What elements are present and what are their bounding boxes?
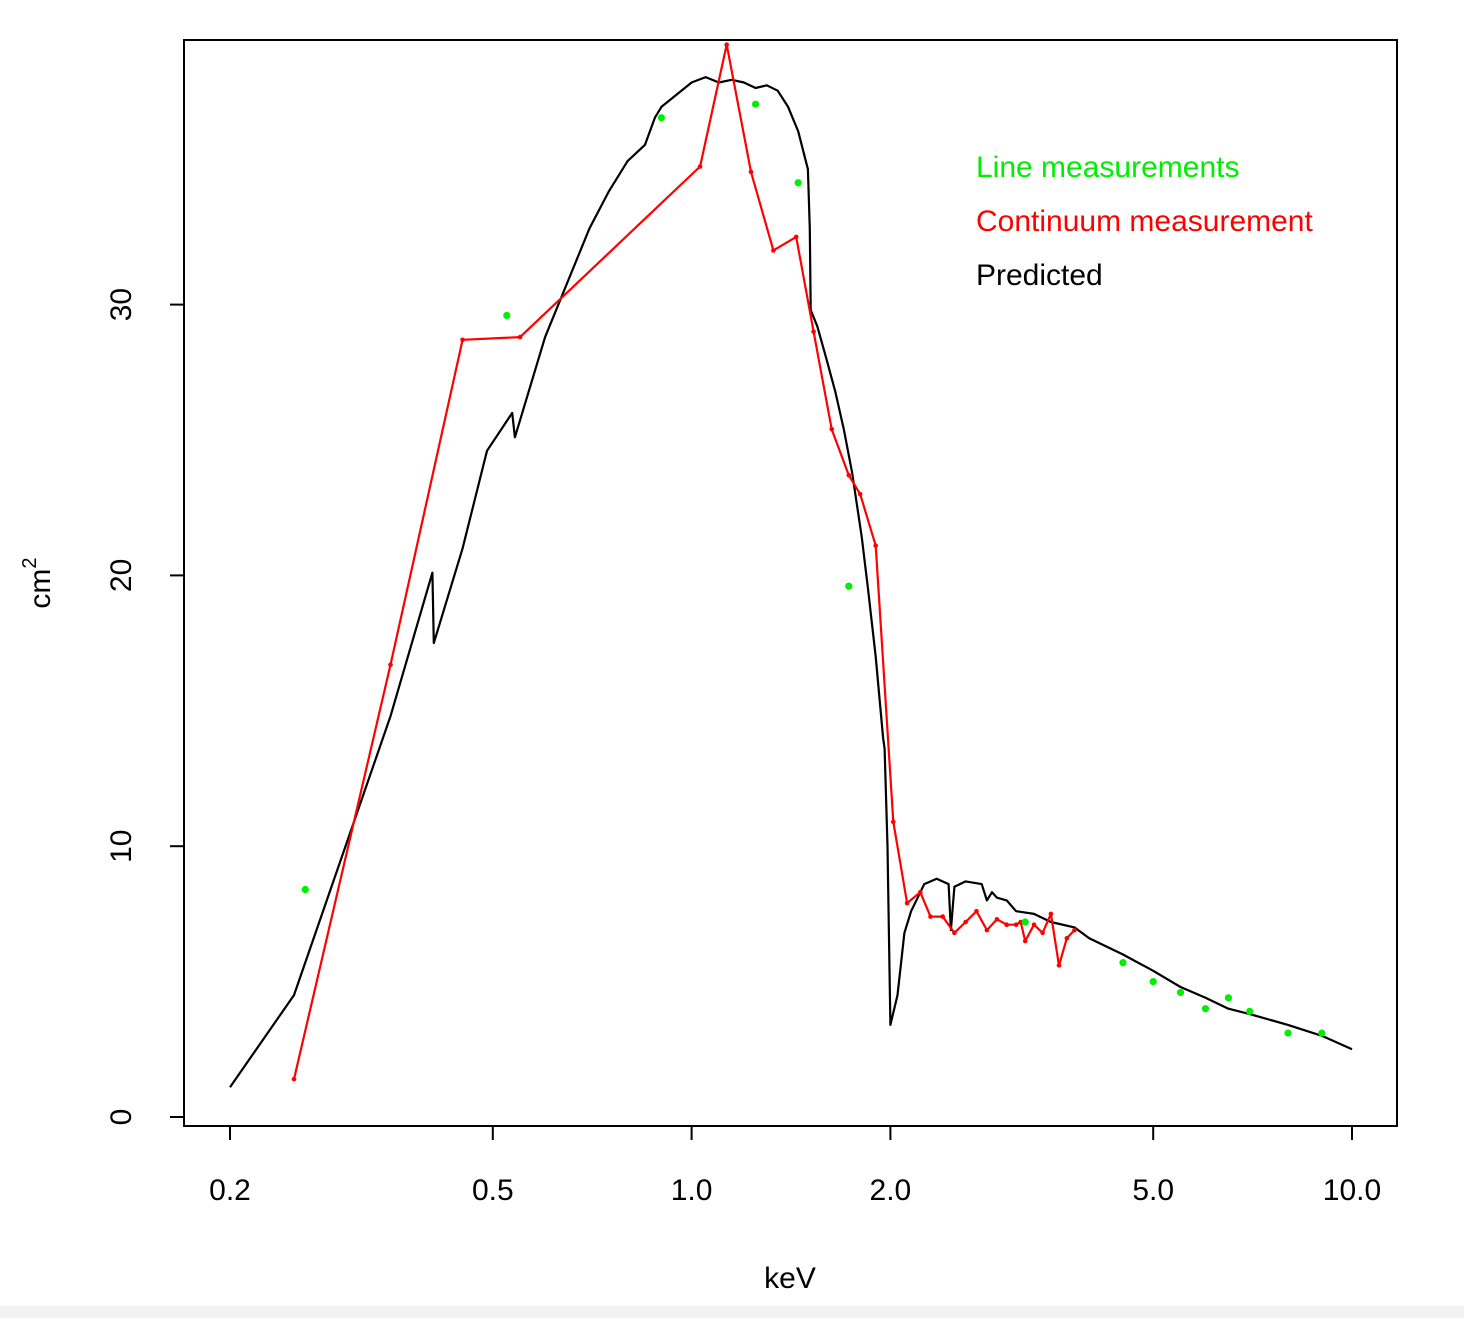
- data-point: [794, 179, 802, 187]
- series-line: [229, 75, 1353, 1088]
- x-axis-title: keV: [764, 1262, 816, 1295]
- data-point: [952, 930, 957, 936]
- y-axis-title-superscript: 2: [19, 557, 41, 568]
- data-point: [1013, 922, 1019, 928]
- data-point: [963, 919, 968, 925]
- data-point: [748, 169, 754, 175]
- x-axis: 0.2 0.5 1.0 2.0 5.0 10.0: [209, 1125, 1381, 1207]
- y-tick-label: 30: [105, 288, 138, 321]
- data-point: [1224, 994, 1233, 1002]
- x-tick-label: 10.0: [1323, 1174, 1381, 1207]
- x-tick-label: 2.0: [870, 1174, 912, 1207]
- bottom-strip: [0, 1306, 1464, 1318]
- data-point: [1021, 918, 1029, 926]
- legend-entry: Continuum measurement: [976, 205, 1313, 238]
- data-point: [974, 908, 979, 914]
- x-tick-label: 1.0: [671, 1174, 713, 1207]
- data-point: [388, 662, 393, 668]
- data-point: [1048, 911, 1054, 917]
- legend: Line measurements Continuum measurement Pr…: [976, 151, 1313, 292]
- data-point: [724, 42, 729, 47]
- data-point: [890, 819, 896, 825]
- data-point: [503, 311, 511, 320]
- y-axis-title-unit: cm: [24, 569, 57, 609]
- data-point: [918, 889, 923, 895]
- data-point: [857, 491, 863, 497]
- x-tick-label: 5.0: [1132, 1174, 1174, 1207]
- data-point: [697, 164, 703, 169]
- series-layer: [229, 42, 1353, 1088]
- data-point: [846, 472, 852, 478]
- x-tick-label: 0.2: [209, 1174, 251, 1207]
- y-tick-label: 20: [105, 559, 138, 592]
- data-point: [811, 329, 816, 334]
- data-point: [657, 114, 665, 122]
- y-tick-label: 0: [105, 1109, 138, 1126]
- data-point: [1246, 1007, 1254, 1015]
- data-point: [793, 234, 799, 240]
- series-predicted: [229, 75, 1353, 1088]
- x-tick-label: 0.5: [472, 1174, 514, 1207]
- data-point: [1056, 963, 1062, 968]
- data-point: [984, 927, 990, 933]
- legend-entry: Predicted: [976, 259, 1103, 292]
- data-point: [1031, 922, 1037, 928]
- data-point: [771, 248, 776, 253]
- legend-entry: Line measurements: [976, 151, 1239, 184]
- data-point: [829, 426, 835, 432]
- y-axis: 0 10 20 30: [105, 288, 185, 1126]
- plot-frame: [183, 39, 1398, 1127]
- data-point: [1119, 959, 1127, 967]
- data-point: [1004, 922, 1009, 928]
- data-point: [1176, 988, 1185, 997]
- data-point: [1072, 927, 1077, 933]
- data-point: [517, 334, 523, 340]
- data-point: [301, 885, 309, 894]
- data-point: [1022, 938, 1028, 944]
- y-tick-label: 10: [105, 830, 138, 863]
- data-point: [1318, 1029, 1326, 1037]
- data-point: [994, 917, 1000, 922]
- data-point: [928, 914, 933, 919]
- data-point: [1201, 1005, 1210, 1013]
- series-line-measurements: [301, 100, 1326, 1037]
- data-point: [291, 1076, 297, 1082]
- data-point: [460, 337, 465, 343]
- data-point: [873, 543, 878, 548]
- data-point: [904, 900, 910, 906]
- data-point: [1149, 978, 1157, 986]
- data-point: [1040, 930, 1045, 936]
- y-axis-title-group: cm2: [19, 557, 57, 608]
- series-continuum-measurement: [291, 42, 1077, 1082]
- data-point: [1284, 1029, 1292, 1037]
- data-point: [1064, 935, 1070, 941]
- y-axis-title: cm2: [19, 557, 57, 608]
- data-point: [845, 582, 853, 590]
- data-point: [940, 914, 945, 919]
- series-line: [292, 43, 1076, 1080]
- data-point: [751, 100, 760, 108]
